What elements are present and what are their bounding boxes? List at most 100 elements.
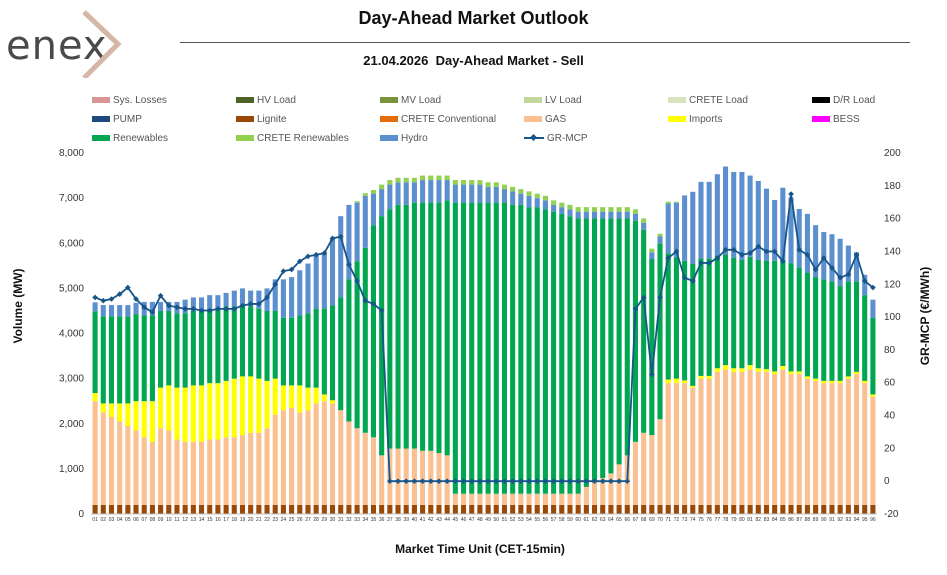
bar-segment (567, 504, 573, 514)
y-tick-label: 4,000 (59, 329, 84, 340)
bar-segment (117, 316, 123, 404)
legend-item: CRETE Renewables (236, 130, 349, 146)
bar-segment (821, 380, 827, 384)
bar-segment (469, 493, 475, 505)
legend-swatch (236, 135, 254, 141)
bar-segment (485, 182, 491, 187)
x-tick-label: 20 (248, 517, 254, 523)
bar-segment (657, 236, 663, 244)
bar-segment (289, 317, 295, 386)
bar-segment (256, 290, 262, 309)
x-tick-label: 34 (362, 517, 368, 523)
gr-mcp-point (640, 294, 647, 301)
bar-segment (591, 504, 598, 514)
bar-segment (248, 504, 254, 514)
bar-segment (772, 199, 778, 261)
gr-mcp-point (206, 307, 213, 314)
bar-segment (182, 313, 188, 388)
x-tick-label: 81 (747, 517, 753, 523)
x-tick-label: 40 (412, 517, 418, 523)
x-tick-label: 68 (641, 517, 647, 523)
bar-segment (591, 482, 598, 505)
bar-segment (526, 191, 532, 196)
bar-segment (460, 493, 467, 505)
gr-mcp-point (387, 478, 393, 485)
bar-segment (444, 180, 450, 201)
bar-segment (788, 374, 794, 505)
bar-segment (92, 401, 98, 505)
bar-segment (346, 279, 352, 422)
bar-segment (657, 243, 663, 420)
bar-segment (420, 450, 426, 505)
x-tick-label: 74 (690, 517, 696, 523)
legend-swatch (92, 135, 110, 141)
bar-segment (534, 504, 540, 514)
bar-segment (125, 504, 131, 514)
bar-segment (870, 317, 876, 395)
x-tick-label: 86 (788, 517, 794, 523)
bar-segment (870, 394, 876, 397)
bar-segment (837, 383, 843, 505)
bar-segment (256, 432, 262, 505)
bar-segment (616, 218, 622, 465)
bar-segment (821, 279, 827, 381)
bar-segment (297, 385, 303, 413)
gr-mcp-point (722, 246, 729, 253)
x-tick-label: 45 (453, 517, 459, 523)
y2-tick-label: 120 (884, 279, 901, 290)
bar-segment (551, 211, 557, 494)
legend-label: Sys. Losses (113, 94, 167, 106)
bar-segment (493, 186, 499, 203)
bar-segment (329, 305, 336, 401)
bar-segment (198, 310, 205, 386)
bar-segment (117, 504, 123, 514)
bar-segment (305, 410, 311, 505)
gr-mcp-point (231, 306, 238, 312)
bar-segment (731, 257, 737, 369)
bar-segment (239, 288, 246, 305)
bar-segment (215, 439, 221, 505)
bar-segment (133, 401, 139, 431)
bar-segment (722, 369, 729, 505)
gr-mcp-point (812, 266, 819, 273)
bar-segment (813, 504, 819, 514)
bar-segment (501, 189, 508, 203)
gr-mcp-point (509, 478, 516, 485)
x-tick-label: 91 (829, 517, 835, 523)
bar-segment (493, 182, 499, 187)
bar-segment (477, 493, 483, 505)
bar-segment (387, 180, 393, 185)
enex-logo: enex (6, 10, 122, 78)
bar-segment (411, 448, 417, 505)
bar-segment (616, 464, 622, 505)
gr-mcp-point (247, 301, 254, 307)
bar-segment (141, 504, 147, 514)
bar-segment (436, 180, 442, 203)
gr-mcp-point (714, 255, 721, 261)
bar-segment (370, 225, 377, 438)
gr-mcp-point (845, 271, 852, 278)
bar-segment (714, 174, 720, 256)
y-tick-label: 2,000 (59, 419, 84, 430)
page-title: Day-Ahead Market Outlook (358, 8, 589, 28)
legend-swatch (380, 116, 398, 122)
x-tick-label: 22 (264, 517, 270, 523)
bar-segment (223, 292, 229, 307)
bar-segment (600, 218, 606, 478)
bar-segment (510, 504, 516, 514)
gr-mcp-point (796, 246, 803, 253)
bar-segment (100, 305, 106, 317)
bar-segment (133, 430, 139, 505)
gr-mcp-point (370, 301, 377, 307)
bar-segment (534, 493, 540, 505)
gr-mcp-point (223, 306, 229, 312)
chart-subtitle: 21.04.2026 Day-Ahead Market - Sell (363, 53, 584, 68)
bar-segment (763, 369, 770, 372)
bar-segment (510, 186, 516, 192)
bar-segment (788, 371, 794, 375)
bar-segment (763, 260, 770, 370)
bar-segment (280, 279, 286, 318)
x-tick-label: 06 (133, 517, 139, 523)
bar-segment (682, 195, 688, 261)
bar-segment (256, 378, 262, 433)
